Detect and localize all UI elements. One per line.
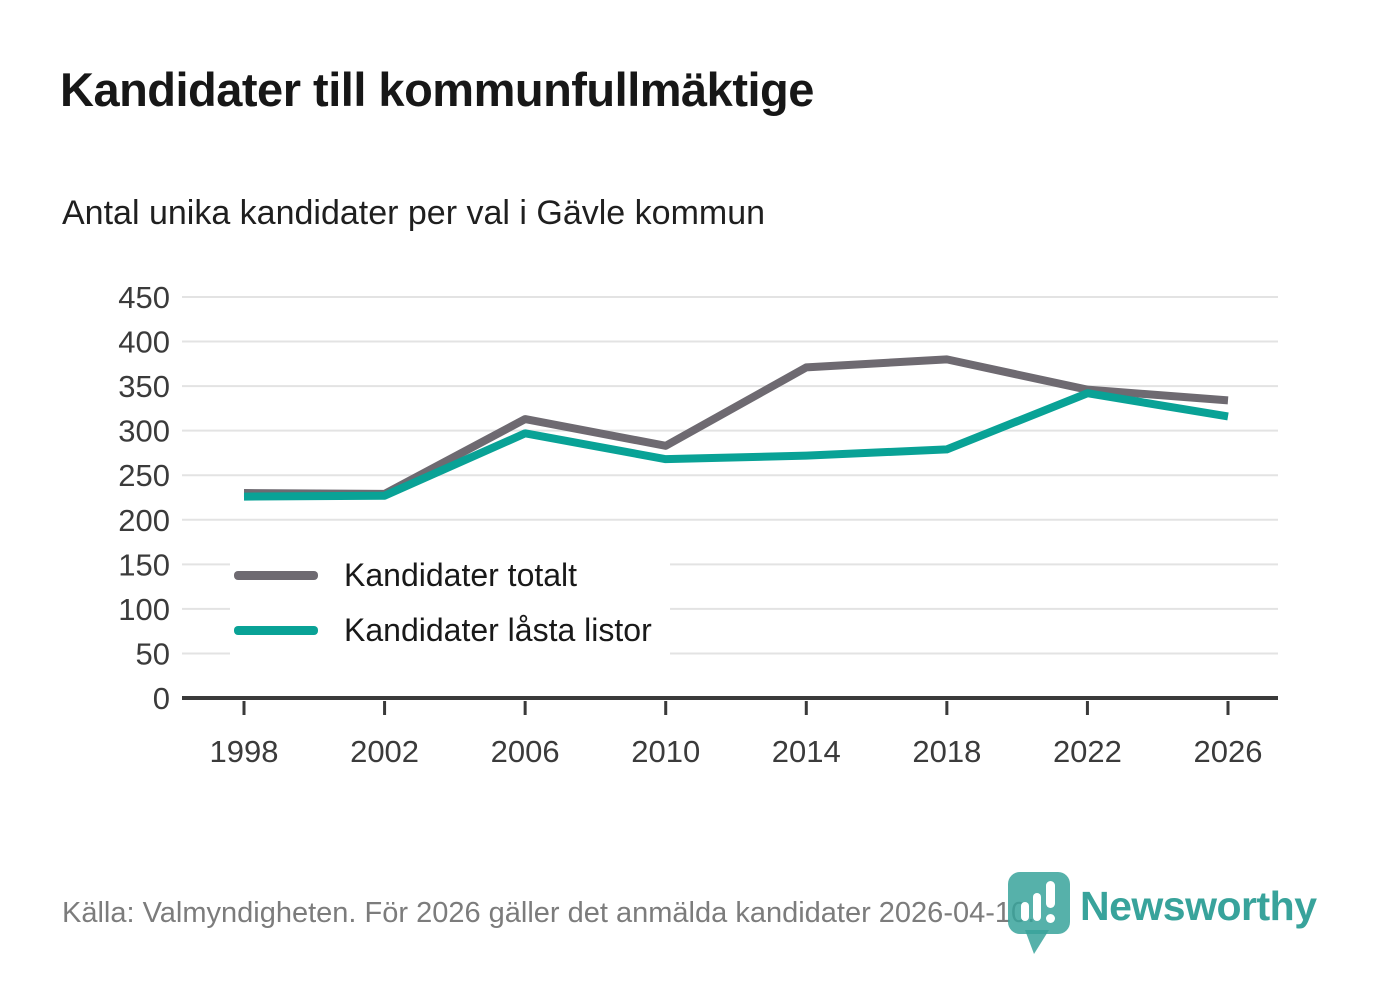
x-axis-label: 2014: [772, 734, 841, 769]
x-axis-label: 2006: [491, 734, 560, 769]
page-subtitle: Antal unika kandidater per val i Gävle k…: [62, 194, 766, 232]
y-axis-label: 300: [118, 414, 170, 449]
legend-item-kandidater-totalt: Kandidater totalt: [234, 555, 652, 595]
newsworthy-bubble-chart-icon: [1008, 872, 1070, 954]
newsworthy-logo[interactable]: Newsworthy: [1008, 872, 1317, 956]
y-axis-label: 400: [118, 325, 170, 360]
legend-swatch-lasta-listor-icon: [234, 625, 318, 635]
x-axis-label: 2002: [350, 734, 419, 769]
x-axis-label: 2010: [631, 734, 700, 769]
x-axis-label: 2018: [912, 734, 981, 769]
newsworthy-wordmark: Newsworthy: [1080, 883, 1317, 929]
y-axis-label: 50: [136, 636, 170, 671]
y-axis-label: 200: [118, 503, 170, 538]
page-title: Kandidater till kommunfullmäktige: [60, 63, 814, 116]
source-note: Källa: Valmyndigheten. För 2026 gäller d…: [62, 897, 1036, 929]
legend-swatch-totalt-icon: [234, 570, 318, 580]
y-axis-label: 250: [118, 458, 170, 493]
y-axis-label: 450: [118, 280, 170, 315]
line-series-0: [243, 355, 1229, 498]
x-axis-label: 1998: [210, 734, 279, 769]
y-axis-label: 100: [118, 592, 170, 627]
x-axis-label: 2022: [1053, 734, 1122, 769]
legend-label-lasta-listor: Kandidater låsta listor: [344, 611, 652, 648]
legend-item-kandidater-lasta-listor: Kandidater låsta listor: [234, 610, 652, 650]
legend: Kandidater totalt Kandidater låsta listo…: [230, 549, 670, 660]
line-series-1: [243, 389, 1229, 501]
y-axis-label: 350: [118, 369, 170, 404]
legend-label-totalt: Kandidater totalt: [344, 556, 578, 593]
x-axis-label: 2026: [1194, 734, 1263, 769]
y-axis-label: 0: [153, 681, 170, 716]
y-axis-label: 150: [118, 547, 170, 582]
